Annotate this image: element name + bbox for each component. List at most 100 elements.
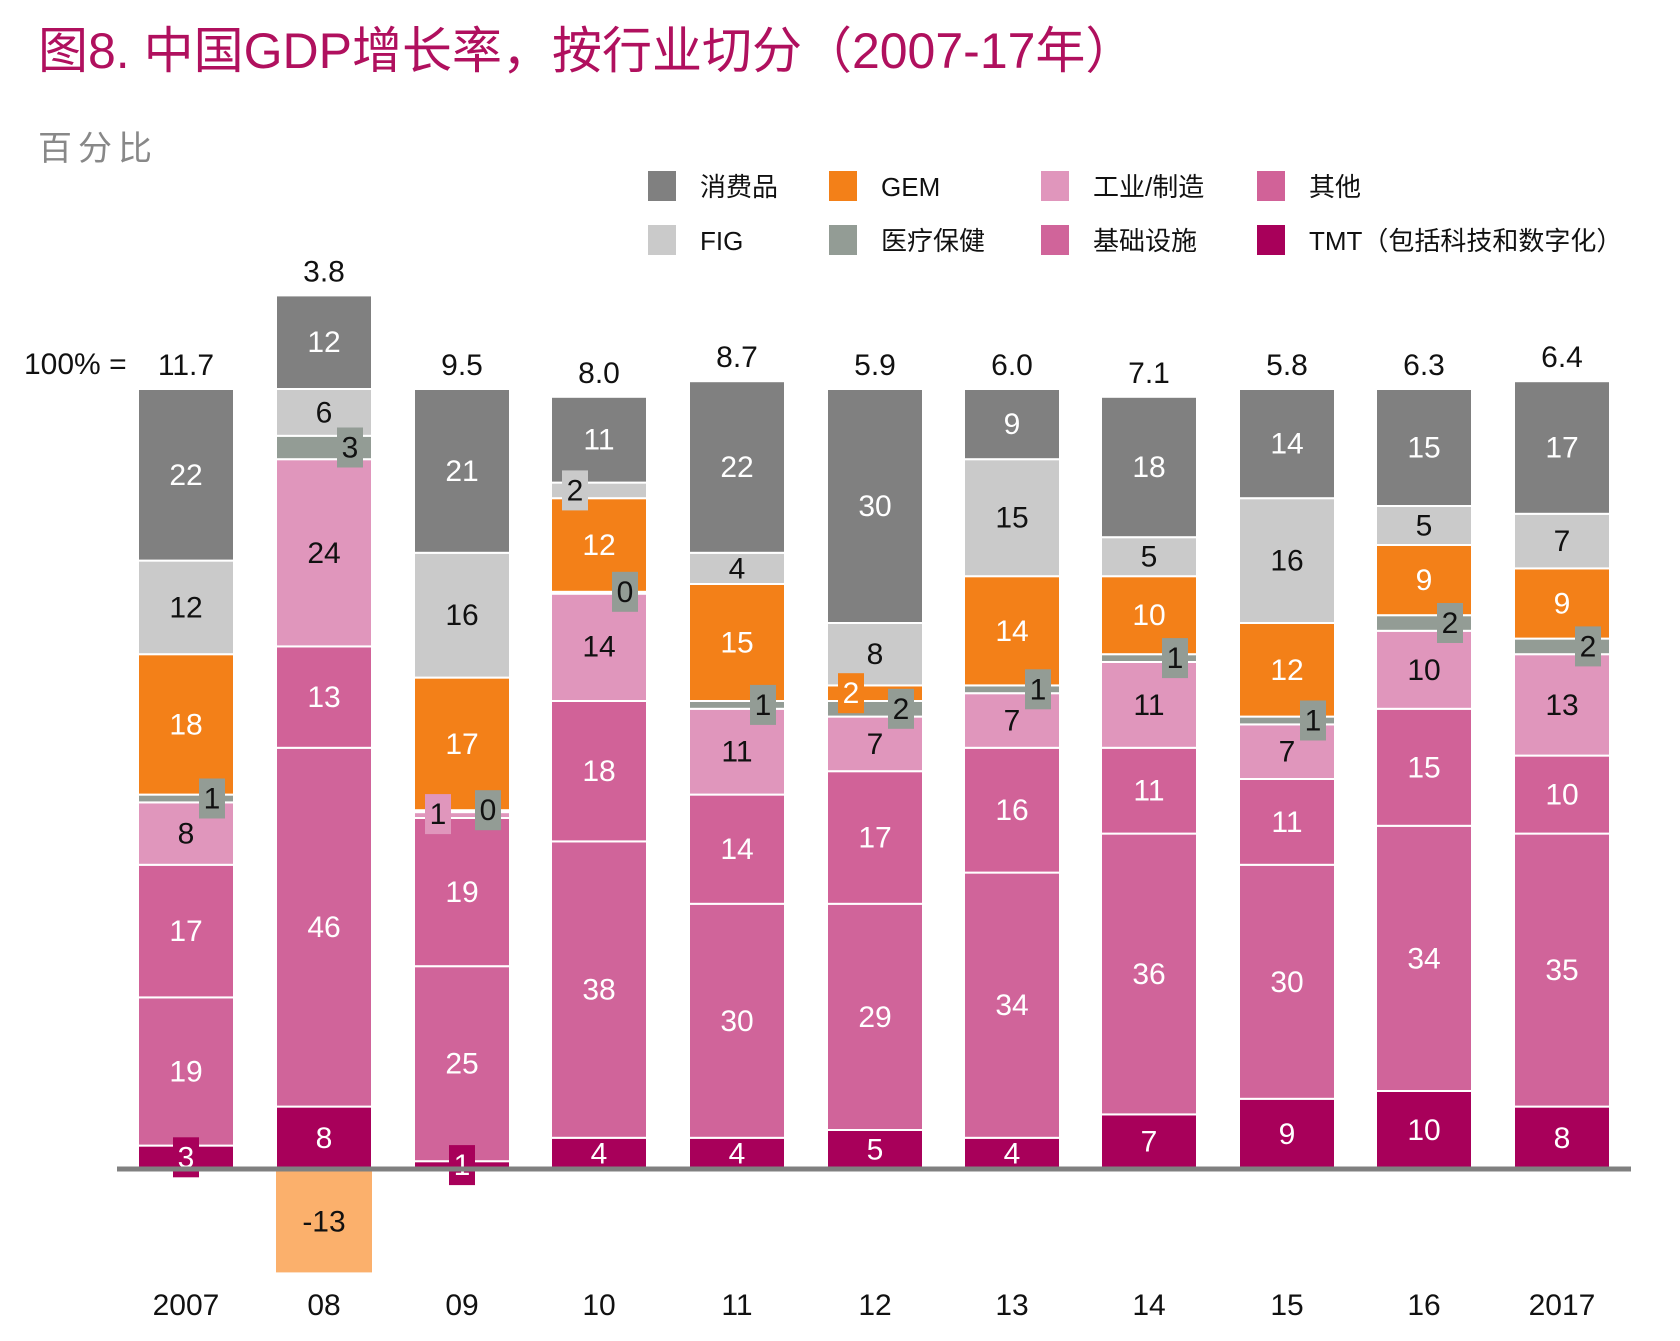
data-label: 14 (1270, 428, 1303, 461)
data-label: 4 (1004, 1137, 1021, 1170)
total-prefix: 100% = (24, 348, 127, 381)
data-label: 11 (1133, 689, 1164, 722)
data-label: 35 (1545, 954, 1578, 987)
data-label: 1 (1030, 673, 1047, 706)
bar-segment (1238, 863, 1336, 1100)
data-label: 9 (1004, 408, 1021, 441)
data-label: 1 (1305, 705, 1322, 738)
data-label: 19 (169, 1056, 202, 1089)
bar-segment (413, 388, 511, 554)
legend-label: 基础设施 (1093, 226, 1197, 256)
data-label: -13 (302, 1206, 345, 1239)
bar-segment (413, 551, 511, 679)
bar-segment (1513, 380, 1611, 515)
data-label: 7 (1004, 705, 1021, 738)
bar-segment (413, 676, 511, 812)
bar-segment (1238, 1097, 1336, 1171)
data-label: 1 (1167, 642, 1184, 675)
data-label: 15 (1407, 432, 1440, 465)
legend: 消费品 GEM 工业/制造 其他 FIG 医疗保健 基础设施 TMT（包括科技和数字化） (648, 171, 1622, 256)
data-label: 5 (867, 1134, 884, 1167)
data-label: 7 (1279, 736, 1296, 769)
small-value-box (337, 427, 363, 468)
data-label: 13 (307, 681, 340, 714)
bar-segment (1238, 778, 1336, 866)
bar-segment (275, 294, 373, 390)
small-value-box (199, 778, 225, 819)
data-label: 2 (893, 693, 910, 726)
small-value-box (888, 688, 914, 729)
small-value-box (1575, 626, 1601, 667)
x-tick-label: 2017 (1529, 1289, 1596, 1322)
y-axis-label: 百分比 (38, 130, 158, 168)
data-label: 10 (1407, 1114, 1440, 1147)
x-tick-label: 15 (1270, 1289, 1303, 1322)
data-label: 38 (582, 974, 615, 1007)
data-label: 8 (867, 638, 884, 671)
data-label: 18 (582, 755, 615, 788)
data-label: 1 (204, 783, 221, 816)
data-label: 2 (567, 474, 584, 507)
small-value-box (475, 790, 501, 831)
legend-swatch (829, 171, 857, 201)
data-label: 21 (445, 455, 478, 488)
legend-swatch (648, 225, 676, 255)
bar-segment (1375, 824, 1473, 1092)
data-label: 8 (178, 818, 195, 851)
bar-segment (963, 871, 1061, 1139)
data-label: 12 (582, 529, 615, 562)
data-label: 9 (1279, 1118, 1296, 1151)
x-tick-label: 14 (1132, 1289, 1165, 1322)
bar-segment (963, 746, 1061, 874)
data-label: 10 (1407, 654, 1440, 687)
data-label: 0 (480, 794, 497, 827)
bar-segment (1100, 832, 1198, 1116)
bar-segment (1238, 388, 1336, 500)
data-label: 16 (995, 794, 1028, 827)
data-label: 15 (1407, 751, 1440, 784)
bar-segment (275, 645, 373, 749)
data-label: 14 (995, 615, 1028, 648)
bar-segment (963, 1136, 1061, 1171)
data-label: 9 (1416, 564, 1433, 597)
bar-total-label: 6.3 (1403, 349, 1445, 382)
data-label: 46 (307, 911, 340, 944)
bar-segment (1375, 505, 1473, 546)
small-value-box (612, 571, 638, 612)
bar-total-label: 5.8 (1266, 349, 1308, 382)
data-label: 36 (1132, 958, 1165, 991)
small-value-box (562, 470, 588, 511)
bar-segment (1513, 653, 1611, 757)
bar-segment (826, 388, 924, 624)
bars: 319178118122211.784613243-136123.8125191… (137, 255, 1611, 1273)
data-label: 12 (1270, 654, 1303, 687)
data-label: 1 (755, 689, 772, 722)
data-label: 7 (867, 728, 884, 761)
x-tick-label: 09 (445, 1289, 478, 1322)
legend-swatch (1257, 171, 1285, 201)
data-label: 15 (720, 627, 753, 660)
small-value-box (1300, 700, 1326, 741)
data-label: 11 (583, 424, 614, 457)
x-tick-label: 12 (858, 1289, 891, 1322)
legend-swatch (648, 171, 676, 201)
data-label: 9 (1554, 588, 1571, 621)
data-label: 1 (454, 1149, 471, 1182)
data-label: 11 (1271, 806, 1302, 839)
data-label: 3 (178, 1141, 195, 1174)
data-label: 10 (1132, 599, 1165, 632)
x-axis-labels: 2007 08 09 10 11 12 13 14 15 16 2017 (153, 1289, 1596, 1322)
bar-segment (1375, 1090, 1473, 1170)
data-label: 30 (858, 490, 891, 523)
bar-total-label: 9.5 (441, 349, 483, 382)
bar-segment (1375, 707, 1473, 827)
data-label: 16 (1270, 545, 1303, 578)
small-value-box (425, 794, 451, 835)
data-label: 14 (582, 630, 615, 663)
legend-swatch (1041, 225, 1069, 255)
bar-total-label: 6.0 (991, 349, 1033, 382)
data-label: 29 (858, 1001, 891, 1034)
bar-segment (413, 817, 511, 968)
bar-total-label: 11.7 (158, 349, 214, 382)
small-value-box (449, 1145, 475, 1186)
